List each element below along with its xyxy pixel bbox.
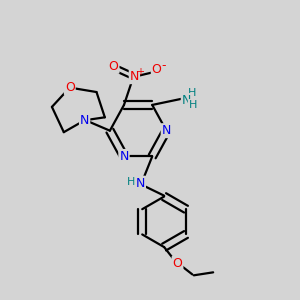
Text: N: N xyxy=(130,70,139,83)
Text: O: O xyxy=(65,81,75,94)
Text: +: + xyxy=(136,67,144,77)
Text: H: H xyxy=(189,100,197,110)
Text: N: N xyxy=(162,124,171,137)
Text: O: O xyxy=(152,63,162,76)
Text: H: H xyxy=(188,88,196,98)
Text: O: O xyxy=(172,257,182,270)
Text: -: - xyxy=(162,59,166,72)
Text: N: N xyxy=(119,150,129,163)
Text: N: N xyxy=(80,114,89,127)
Text: N: N xyxy=(182,94,191,107)
Text: H: H xyxy=(127,177,136,187)
Text: O: O xyxy=(109,60,118,73)
Text: N: N xyxy=(136,177,145,190)
